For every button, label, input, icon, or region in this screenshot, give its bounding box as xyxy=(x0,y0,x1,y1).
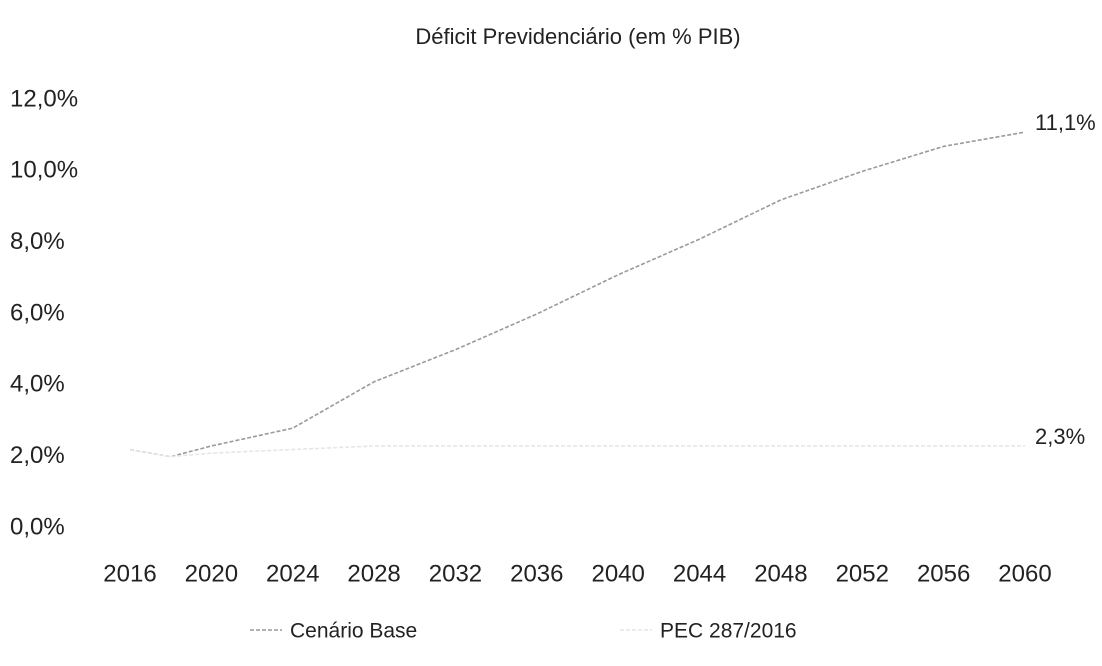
x-tick-label: 2052 xyxy=(836,560,889,587)
series-line xyxy=(129,445,1025,458)
x-tick-label: 2056 xyxy=(917,560,970,587)
value-label: 2,3% xyxy=(1035,424,1085,449)
y-tick-label: 6,0% xyxy=(10,299,65,326)
x-tick-label: 2060 xyxy=(998,560,1051,587)
x-tick-label: 2020 xyxy=(185,560,238,587)
y-tick-label: 12,0% xyxy=(10,85,78,112)
y-tick-label: 0,0% xyxy=(10,513,65,540)
x-tick-label: 2016 xyxy=(103,560,156,587)
legend-label: Cenário Base xyxy=(290,620,417,643)
y-tick-label: 2,0% xyxy=(10,442,65,469)
y-tick-label: 8,0% xyxy=(10,228,65,255)
y-tick-label: 4,0% xyxy=(10,371,65,398)
x-tick-label: 2028 xyxy=(347,560,400,587)
x-tick-label: 2044 xyxy=(673,560,726,587)
x-tick-label: 2048 xyxy=(754,560,807,587)
x-tick-label: 2040 xyxy=(591,560,644,587)
x-tick-label: 2024 xyxy=(266,560,319,587)
value-label: 11,1% xyxy=(1035,110,1096,135)
x-tick-label: 2036 xyxy=(510,560,563,587)
series-line xyxy=(129,131,1026,458)
y-tick-label: 10,0% xyxy=(10,157,78,184)
chart-title: Déficit Previdenciário (em % PIB) xyxy=(415,24,740,49)
x-tick-label: 2032 xyxy=(429,560,482,587)
legend-label: PEC 287/2016 xyxy=(660,620,797,643)
